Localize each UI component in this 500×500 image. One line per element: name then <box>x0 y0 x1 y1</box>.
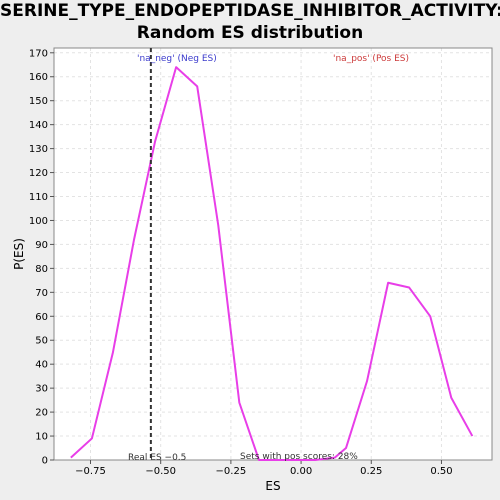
x-tick-label: −0.50 <box>145 466 176 477</box>
y-tick-label: 20 <box>35 408 48 419</box>
grid-lines <box>54 48 492 461</box>
x-tick-label: 0.25 <box>360 466 382 477</box>
x-tick-label: −0.25 <box>216 466 247 477</box>
y-tick-label: 70 <box>35 288 48 299</box>
y-tick-label: 10 <box>35 432 48 443</box>
chart-title-line1: SERINE_TYPE_ENDOPEPTIDASE_INHIBITOR_ACTI… <box>0 1 500 21</box>
y-tick-label: 90 <box>35 240 48 251</box>
x-tick-label: 0.00 <box>290 466 312 477</box>
y-tick-label: 120 <box>29 168 48 179</box>
series-layer <box>70 66 474 461</box>
y-tick-label: 0 <box>42 456 48 467</box>
y-tick-label: 60 <box>35 312 48 323</box>
y-tick-label: 80 <box>35 264 48 275</box>
chart-title-line2: Random ES distribution <box>136 23 364 43</box>
y-tick-label: 100 <box>29 216 48 227</box>
x-tick-label: −0.75 <box>75 466 106 477</box>
axes: 0 10 20 30 40 50 60 70 80 90 100 110 120 130 140 150 160… <box>29 47 493 477</box>
pos-es-label: 'na_pos' (Pos ES) <box>333 54 409 64</box>
plot-area <box>54 48 492 460</box>
series-line <box>70 66 474 461</box>
y-tick-label: 160 <box>29 72 48 83</box>
chart-title: SERINE_TYPE_ENDOPEPTIDASE_INHIBITOR_ACTI… <box>0 0 500 44</box>
y-tick-label: 50 <box>35 336 48 347</box>
y-tick-label: 140 <box>29 120 48 131</box>
x-tick-label: 0.50 <box>430 466 452 477</box>
y-axis-label: P(ES) <box>12 238 26 270</box>
y-tick-label: 150 <box>29 96 48 107</box>
real-es-label: Real ES −0.5 <box>128 453 186 463</box>
y-tick-label: 30 <box>35 384 48 395</box>
y-tick-label: 170 <box>29 48 48 59</box>
x-axis-label: ES <box>265 479 280 493</box>
annotation-layer: 'na_neg' (Neg ES) 'na_pos' (Pos ES) Real E… <box>128 48 409 463</box>
pos-scores-label: Sets with pos scores: 28% <box>240 452 358 462</box>
neg-es-label: 'na_neg' (Neg ES) <box>137 54 217 64</box>
y-tick-label: 110 <box>29 192 48 203</box>
y-tick-label: 130 <box>29 144 48 155</box>
y-tick-label: 40 <box>35 360 48 371</box>
